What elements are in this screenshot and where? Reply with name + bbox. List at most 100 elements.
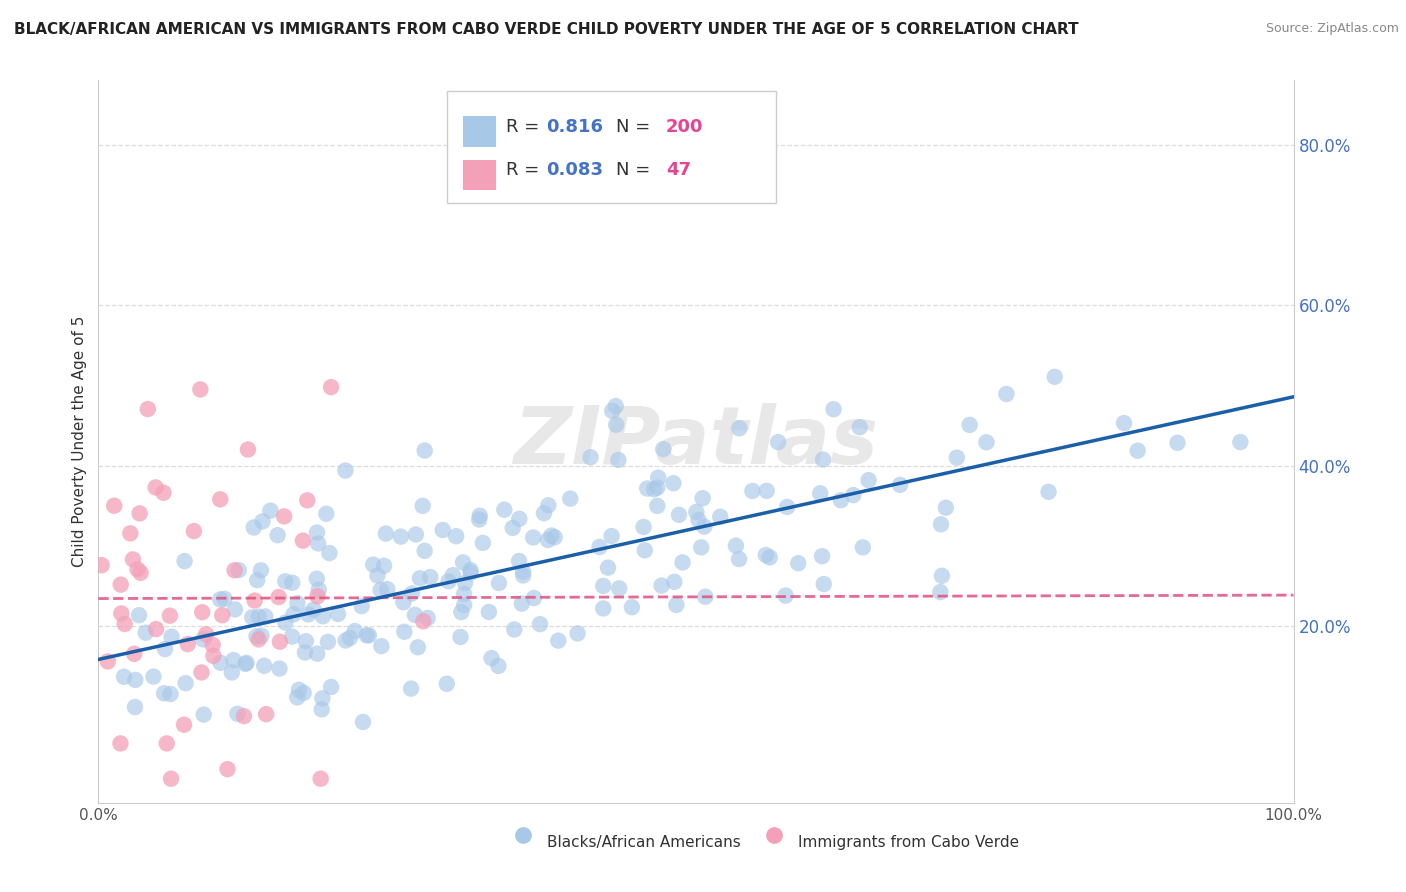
Point: [110, 577, 132, 591]
Point: [191, 605, 214, 619]
Point: [202, 648, 225, 663]
Point: [889, 478, 911, 492]
Point: [508, 512, 530, 526]
Point: [124, 673, 146, 687]
Point: [160, 630, 183, 644]
Point: [114, 617, 136, 632]
Point: [217, 762, 239, 776]
Point: [842, 488, 865, 502]
Point: [830, 493, 852, 508]
Point: [291, 533, 314, 548]
Point: [494, 502, 516, 516]
Point: [600, 529, 623, 543]
Point: [128, 608, 150, 623]
Point: [190, 383, 212, 397]
Text: Immigrants from Cabo Verde: Immigrants from Cabo Verde: [797, 835, 1019, 850]
Point: [620, 600, 643, 615]
Point: [120, 526, 142, 541]
Point: [633, 520, 655, 534]
Point: [312, 609, 335, 624]
Point: [307, 589, 329, 603]
Text: 47: 47: [666, 161, 692, 179]
Point: [671, 555, 693, 569]
Point: [588, 540, 610, 554]
Point: [688, 513, 710, 527]
Point: [288, 682, 311, 697]
Point: [1229, 435, 1251, 450]
Point: [852, 541, 875, 555]
Point: [537, 533, 560, 547]
Point: [741, 483, 763, 498]
Text: 200: 200: [666, 118, 703, 136]
Point: [643, 483, 665, 497]
Point: [668, 508, 690, 522]
Text: 0.083: 0.083: [547, 161, 603, 179]
Point: [153, 642, 176, 657]
Point: [468, 512, 491, 526]
Point: [409, 571, 432, 585]
Point: [112, 670, 135, 684]
Point: [305, 572, 328, 586]
Point: [285, 690, 308, 705]
Text: R =: R =: [506, 161, 546, 179]
Point: [651, 578, 673, 592]
Point: [728, 421, 751, 435]
Point: [136, 402, 159, 417]
Point: [281, 575, 304, 590]
Point: [224, 563, 246, 577]
Point: [156, 736, 179, 750]
Point: [174, 676, 197, 690]
Point: [478, 605, 501, 619]
Point: [236, 442, 259, 457]
Point: [269, 662, 291, 676]
Point: [302, 602, 325, 616]
Point: [193, 707, 215, 722]
Point: [135, 625, 157, 640]
Point: [392, 595, 415, 609]
Point: [209, 592, 232, 607]
Point: [690, 541, 713, 555]
Point: [159, 687, 181, 701]
Point: [267, 590, 290, 604]
Point: [129, 566, 152, 580]
Point: [931, 569, 953, 583]
Point: [560, 491, 582, 506]
Point: [316, 635, 339, 649]
Point: [413, 543, 436, 558]
Point: [453, 587, 475, 601]
Point: [607, 453, 630, 467]
Point: [335, 464, 357, 478]
Point: [201, 638, 224, 652]
Point: [375, 582, 398, 596]
Point: [959, 417, 981, 432]
Point: [647, 471, 669, 485]
Point: [647, 499, 669, 513]
Point: [935, 500, 957, 515]
Point: [366, 568, 388, 582]
Point: [273, 509, 295, 524]
Point: [512, 568, 534, 582]
Point: [153, 686, 176, 700]
FancyBboxPatch shape: [447, 91, 776, 203]
Point: [311, 691, 333, 706]
Point: [315, 507, 337, 521]
Point: [579, 450, 602, 465]
Point: [159, 608, 181, 623]
Point: [450, 630, 472, 644]
Point: [374, 526, 396, 541]
Point: [321, 380, 343, 394]
Point: [122, 647, 145, 661]
Point: [755, 548, 778, 562]
Point: [695, 590, 717, 604]
Point: [266, 528, 288, 542]
Point: [190, 665, 212, 680]
Point: [450, 605, 472, 619]
Point: [128, 507, 150, 521]
Point: [343, 624, 366, 638]
Point: [297, 607, 319, 622]
Point: [250, 563, 273, 577]
Point: [274, 574, 297, 589]
Point: [357, 628, 380, 642]
Point: [339, 631, 361, 645]
Point: [389, 530, 412, 544]
